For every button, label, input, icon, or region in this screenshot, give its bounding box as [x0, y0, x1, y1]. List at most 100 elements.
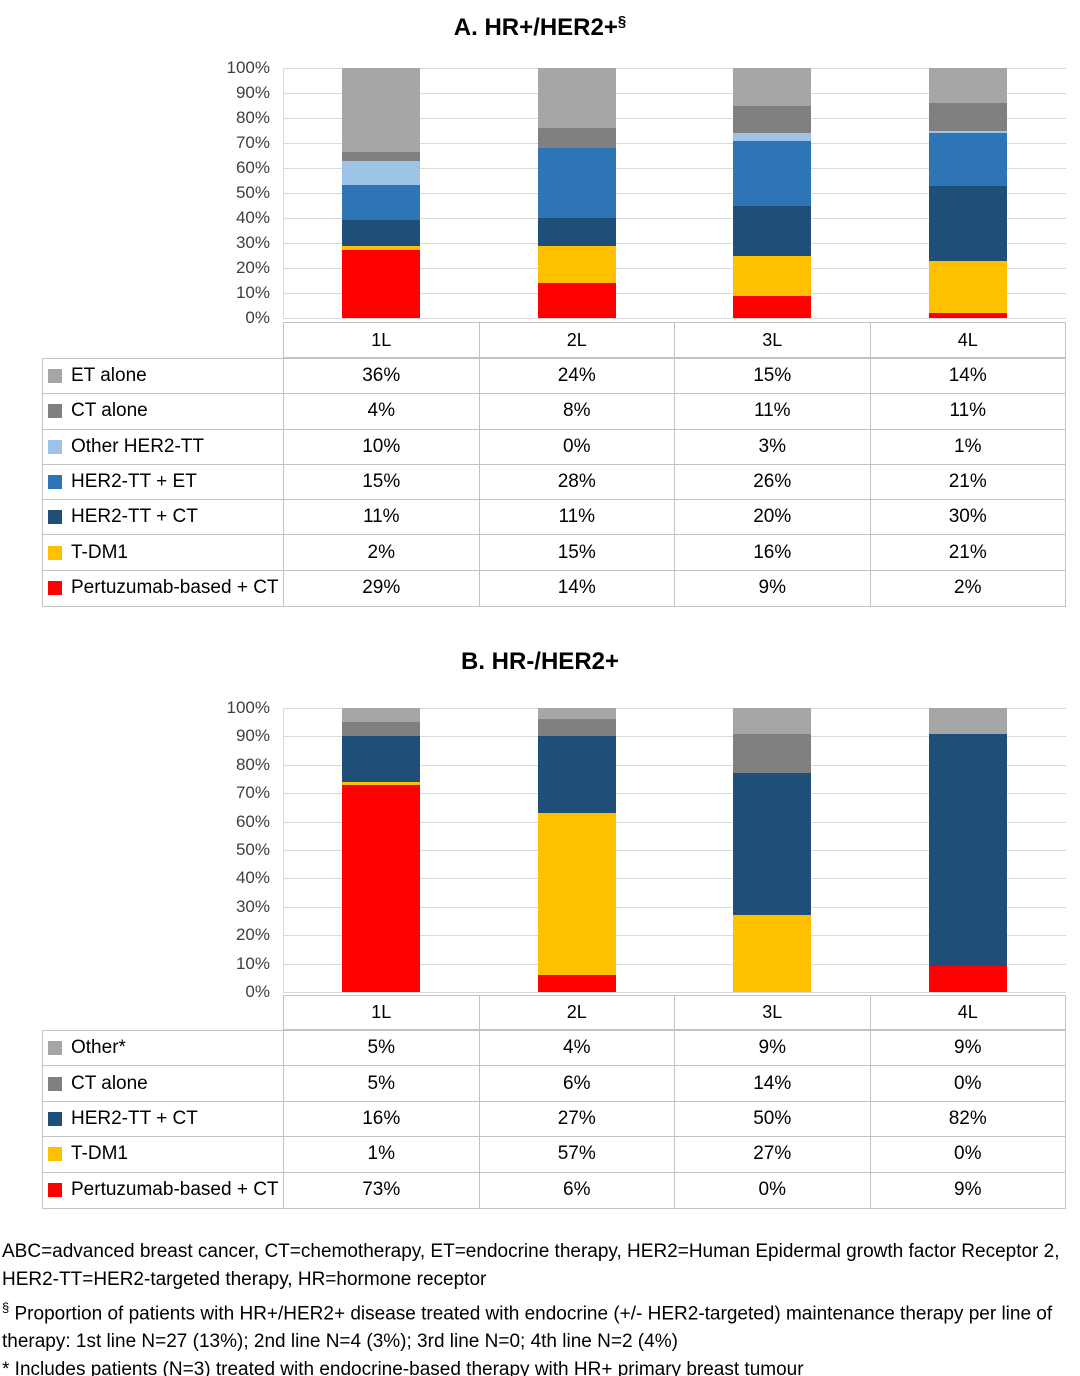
category-header-cell: 1L	[284, 323, 480, 357]
bar-segment	[537, 708, 616, 720]
value-cell: 9%	[954, 1037, 982, 1059]
value-cell: 11%	[284, 500, 480, 535]
value-cell: 10%	[284, 429, 480, 464]
gridline	[283, 68, 1066, 69]
value-cell: 14%	[480, 570, 675, 607]
value-cell: 11%	[675, 394, 871, 429]
bar-segment	[341, 161, 420, 185]
bar-segment	[341, 152, 420, 162]
y-axis-tick-label: 60%	[235, 158, 270, 177]
bar-segment	[341, 68, 420, 153]
legend-cell: ET alone	[43, 359, 284, 394]
gridline	[283, 293, 1066, 294]
legend-label: HER2-TT + CT	[71, 506, 198, 528]
data-table: ET alone 36% 24% 15% 14% CT alone 4% 8% 11% 11% Ot…	[42, 358, 1066, 608]
gridline	[283, 193, 1066, 194]
legend-key-icon	[48, 1183, 62, 1198]
footnote-section-superscript-icon: §	[2, 1300, 10, 1315]
bar-segment	[537, 245, 616, 283]
y-axis-tick-label: 90%	[235, 83, 270, 102]
value-cell: 11%	[949, 400, 987, 422]
bar-segment	[929, 733, 1008, 967]
value-cell: 0%	[954, 1072, 982, 1094]
category-header-cell: 2L	[480, 323, 675, 357]
value-cell: 8%	[480, 394, 675, 429]
table-row: Other HER2-TT 10% 0% 3% 1%	[43, 429, 1065, 465]
gridline	[283, 850, 1066, 851]
y-axis-tick-label: 100%	[226, 698, 270, 717]
gridline	[283, 992, 1066, 993]
gridline	[283, 906, 1066, 908]
legend-label: Other*	[71, 1037, 126, 1059]
bar-segment	[537, 68, 616, 128]
bar-segment	[537, 736, 616, 814]
chart-b-title: B. HR-/HER2+	[0, 638, 1080, 680]
table-row: T-DM1 2% 15% 16% 21%	[43, 535, 1065, 571]
value-cell: 27%	[480, 1101, 675, 1137]
bar-segment	[929, 68, 1008, 103]
value-cell: 9%	[675, 1031, 871, 1066]
bar-segment	[341, 219, 420, 246]
value-cell: 36%	[284, 359, 480, 394]
footnote-section: § Proportion of patients with HR+/HER2+ …	[2, 1294, 1078, 1356]
value-cell: 16%	[284, 1101, 480, 1137]
y-axis-tick-label: 50%	[235, 840, 270, 859]
legend-key-icon	[48, 475, 62, 490]
category-header-cell: 2L	[480, 996, 675, 1029]
table-row: ET alone 36% 24% 15% 14%	[43, 359, 1065, 395]
table-row: Other* 5% 4% 9% 9%	[43, 1031, 1065, 1067]
bar-segment	[733, 915, 812, 992]
value-cell: 11%	[480, 500, 675, 535]
table-row: HER2-TT + ET 15% 28% 26% 21%	[43, 464, 1065, 501]
gridline	[283, 268, 1066, 269]
y-axis-tick-label: 40%	[235, 868, 270, 888]
legend-cell: CT alone	[43, 394, 284, 429]
gridline	[283, 93, 1066, 94]
gridline	[283, 793, 1066, 795]
footnotes-block: ABC=advanced breast cancer, CT=chemother…	[2, 1238, 1078, 1376]
table-row: Pertuzumab-based + CT 29% 14% 9% 2%	[43, 570, 1065, 607]
value-cell: 4%	[284, 394, 480, 429]
legend-key-icon	[48, 581, 62, 596]
value-cell: 26%	[675, 464, 871, 500]
bar-segment	[929, 313, 1008, 318]
bar-segment	[537, 218, 616, 246]
legend-label: CT alone	[71, 1072, 148, 1094]
bar-segment	[341, 784, 420, 992]
value-cell: 15%	[675, 359, 871, 394]
y-axis-tick-label: 10%	[235, 953, 270, 973]
bar-segment	[929, 966, 1008, 992]
value-cell: 4%	[480, 1031, 675, 1066]
data-table: Other* 5% 4% 9% 9% CT alone 5% 6% 14% 0% HER2-TT +…	[42, 1030, 1066, 1209]
legend-cell: Other*	[43, 1031, 284, 1066]
category-header-cell: 3L	[675, 323, 871, 357]
gridline	[283, 878, 1066, 880]
y-axis-tick-label: 70%	[235, 783, 270, 803]
chart-a-title-text: A. HR+/HER2+	[453, 14, 618, 41]
bar-segment	[537, 719, 616, 737]
legend-cell: HER2-TT + ET	[43, 464, 284, 500]
bar-segment	[537, 813, 616, 975]
category-header-row: 1L 2L 3L 4L	[283, 322, 1066, 358]
gridline	[283, 963, 1066, 965]
y-axis-tick-label: 60%	[235, 811, 270, 831]
legend-cell: Pertuzumab-based + CT	[43, 1172, 284, 1208]
legend-cell: T-DM1	[43, 1137, 284, 1172]
table-row: Pertuzumab-based + CT 73% 6% 0% 9%	[43, 1172, 1065, 1208]
gridline	[283, 318, 1066, 319]
bar-segment	[929, 103, 1008, 131]
value-cell: 0%	[480, 429, 675, 464]
bar-segment	[929, 133, 1008, 186]
value-cell: 15%	[480, 535, 675, 570]
value-cell: 1%	[284, 1137, 480, 1172]
category-header-cell: 3L	[675, 996, 871, 1029]
value-cell: 14%	[948, 365, 987, 387]
y-axis-tick-label: 100%	[226, 58, 270, 77]
legend-key-icon	[48, 1041, 62, 1056]
legend-cell: Other HER2-TT	[43, 429, 284, 464]
value-cell: 3%	[675, 429, 871, 464]
bar-segment	[733, 205, 812, 256]
gridline	[283, 118, 1066, 119]
bar-segment	[341, 722, 420, 737]
footnote-asterisk: * Includes patients (N=3) treated with e…	[2, 1359, 804, 1376]
